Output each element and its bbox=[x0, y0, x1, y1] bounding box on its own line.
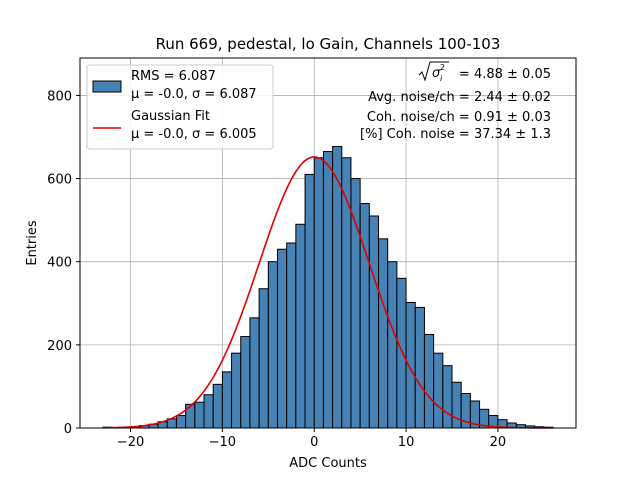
histogram-bar bbox=[414, 306, 425, 429]
plot-area bbox=[79, 57, 577, 429]
annotation-sigma-i: = 4.88 ± 0.05 bbox=[459, 67, 551, 82]
histogram-bar bbox=[185, 403, 196, 429]
histogram-bar bbox=[332, 146, 343, 429]
y-axis-label: Entries bbox=[25, 220, 40, 266]
svg-text:i: i bbox=[440, 74, 443, 83]
histogram-bar bbox=[304, 173, 315, 429]
histogram-bar bbox=[286, 242, 297, 429]
legend-histogram-swatch bbox=[92, 80, 122, 93]
histogram-bar bbox=[368, 215, 380, 429]
histogram-bar bbox=[221, 371, 233, 429]
histogram-bar bbox=[231, 352, 242, 429]
histogram-bar bbox=[194, 401, 205, 429]
histogram-bar bbox=[249, 317, 260, 429]
histogram-bar bbox=[433, 352, 444, 429]
histogram-bar bbox=[212, 383, 223, 429]
histogram-bar bbox=[378, 238, 389, 429]
histogram-bar bbox=[295, 223, 306, 429]
y-tick-label: 400 bbox=[47, 256, 72, 271]
noise-annotations: σ i 2 = 4.88 ± 0.05 Avg. noise/ch = 2.44… bbox=[360, 61, 551, 142]
histogram-bar bbox=[276, 248, 288, 429]
histogram-bar bbox=[442, 365, 453, 429]
histogram-bar bbox=[258, 288, 269, 429]
histogram-bar bbox=[240, 336, 251, 429]
x-tick-label: 20 bbox=[490, 435, 507, 450]
histogram-bar bbox=[396, 277, 407, 429]
histogram-bars bbox=[102, 146, 554, 429]
x-tick-label: −20 bbox=[117, 435, 144, 450]
legend: RMS = 6.087 μ = -0.0, σ = 6.087 Gaussian… bbox=[86, 64, 274, 150]
histogram-bar bbox=[405, 301, 416, 429]
histogram-bar bbox=[175, 415, 187, 429]
y-tick-label: 600 bbox=[47, 173, 72, 188]
x-axis-ticks: −20 −10 0 10 20 bbox=[117, 428, 506, 450]
y-tick-label: 200 bbox=[47, 339, 72, 354]
x-tick-label: −10 bbox=[209, 435, 236, 450]
legend-histogram-stats: μ = -0.0, σ = 6.087 bbox=[131, 87, 257, 102]
svg-text:σ: σ bbox=[432, 66, 441, 81]
histogram-bar bbox=[322, 151, 334, 429]
histogram-bar bbox=[359, 203, 370, 429]
histogram-bar bbox=[451, 381, 462, 429]
histogram-bar bbox=[267, 261, 278, 429]
histogram-bar bbox=[313, 157, 324, 429]
legend-fit-stats: μ = -0.0, σ = 6.005 bbox=[131, 127, 257, 142]
histogram-bar bbox=[423, 333, 435, 429]
legend-box bbox=[86, 64, 274, 150]
y-tick-label: 0 bbox=[64, 422, 72, 437]
annotation-avg-noise: Avg. noise/ch = 2.44 ± 0.02 bbox=[368, 90, 551, 105]
annotation-coh-noise: Coh. noise/ch = 0.91 ± 0.03 bbox=[367, 110, 551, 125]
legend-histogram-label: RMS = 6.087 bbox=[131, 69, 216, 84]
plot-frame bbox=[79, 57, 577, 429]
x-axis-label: ADC Counts bbox=[289, 456, 367, 471]
chart-title: Run 669, pedestal, lo Gain, Channels 100… bbox=[156, 35, 501, 53]
y-axis-ticks: 0 200 400 600 800 bbox=[47, 89, 80, 437]
x-tick-label: 10 bbox=[398, 435, 415, 450]
histogram-bar bbox=[387, 261, 398, 429]
x-tick-label: 0 bbox=[310, 435, 318, 450]
sigma-i-squared-symbol: σ i 2 bbox=[418, 61, 449, 83]
y-tick-label: 800 bbox=[47, 89, 72, 104]
legend-fit-label: Gaussian Fit bbox=[131, 109, 210, 124]
annotation-coh-percent: [%] Coh. noise = 37.34 ± 1.3 bbox=[360, 127, 551, 142]
svg-text:2: 2 bbox=[440, 63, 445, 72]
gaussian-fit-line bbox=[102, 156, 554, 429]
histogram-bar bbox=[203, 394, 214, 429]
